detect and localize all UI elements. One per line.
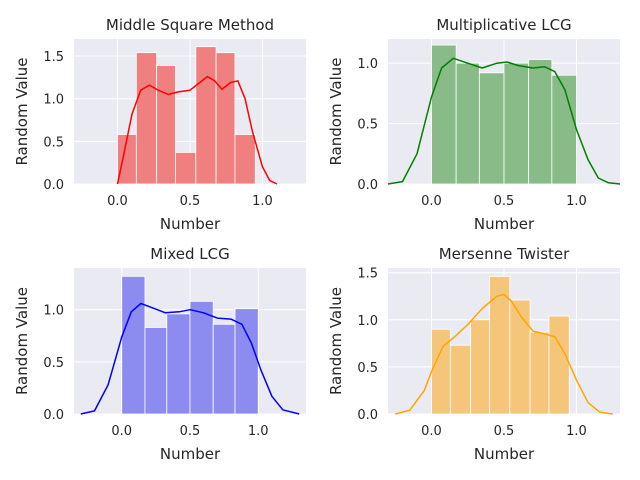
y-axis-label: Random Value [13,287,31,395]
histogram-bar [166,313,191,415]
histogram-bar [551,74,577,185]
y-tick-label: 1.0 [357,314,378,329]
histogram-bar [528,59,553,185]
y-tick-label: 1.5 [357,267,378,282]
histogram-bar [509,299,531,415]
x-axis-label: Number [160,445,221,463]
kde-line [387,57,621,185]
kde-line [116,75,278,185]
y-tick-label: 1.5 [43,50,64,65]
y-axis-label: Random Value [327,57,345,165]
x-tick-label: 0.0 [421,194,442,209]
kde-line [395,293,613,415]
x-tick-label: 0.5 [180,424,201,439]
chart-title: Middle Square Method [106,16,274,34]
y-tick-label: 0.5 [357,361,378,376]
subplot-3: 0.0 0.5 1.0 0.0 0.5 1.0 Mixed LCG Number Random … [13,245,306,463]
chart-title: Mersenne Twister [439,245,570,263]
x-tick-label: 0.0 [111,424,132,439]
y-tick-label: 0.5 [357,118,378,133]
y-tick-label: 1.0 [43,93,64,108]
histogram-bar [478,72,505,185]
histogram-bar [212,323,236,415]
y-tick-label: 0.5 [43,135,64,150]
subplot-2: 0.0 0.5 1.0 0.0 0.5 1.0 Multiplicative LCG Numb… [327,16,621,233]
x-axis-label: Number [474,215,535,233]
x-axis-label: Number [160,215,221,233]
x-tick-label: 0.0 [107,194,128,209]
x-tick-label: 1.0 [566,424,587,439]
y-tick-label: 0.5 [43,356,64,371]
histogram-bar [195,46,217,185]
y-tick-label: 0.0 [357,178,378,193]
y-axis-label: Random Value [13,57,31,165]
x-tick-label: 1.0 [248,424,269,439]
x-tick-label: 0.5 [180,194,201,209]
histogram-bar [215,52,236,185]
x-axis-label: Number [474,445,535,463]
subplot-4: 0.0 0.5 1.0 0.0 0.5 1.0 1.5 Mersenne Twister Num… [327,245,620,463]
x-tick-label: 0.5 [494,194,515,209]
histogram-bar [135,52,158,185]
y-tick-label: 1.0 [357,57,378,72]
y-tick-label: 0.0 [43,408,64,423]
x-tick-label: 0.0 [421,424,442,439]
histogram-bar [175,152,197,185]
chart-title: Multiplicative LCG [436,16,571,34]
y-tick-label: 1.0 [43,304,64,319]
histogram-bar [189,300,214,415]
x-tick-label: 1.0 [566,194,587,209]
subplot-1: 0.0 0.5 1.0 0.0 0.5 1.0 1.5 Middle Square Metho… [13,16,306,233]
histogram-bar [144,327,168,415]
histogram-bar [529,331,550,415]
histogram-bar [470,319,490,415]
histogram-bar [431,44,457,185]
x-tick-label: 1.0 [252,194,273,209]
histogram-bar [455,62,480,185]
y-tick-label: 0.0 [357,408,378,423]
histogram-bar [121,275,146,415]
chart-title: Mixed LCG [150,245,230,263]
x-tick-label: 0.5 [494,424,515,439]
histogram-bar [548,315,570,415]
histogram-bar [156,65,176,185]
histogram-bar [234,308,259,415]
y-axis-label: Random Value [327,287,345,395]
histogram-bar [503,62,530,185]
histogram-bar [449,344,472,415]
histogram-bar [234,134,256,185]
y-tick-label: 0.0 [43,178,64,193]
kde-line [80,302,300,415]
